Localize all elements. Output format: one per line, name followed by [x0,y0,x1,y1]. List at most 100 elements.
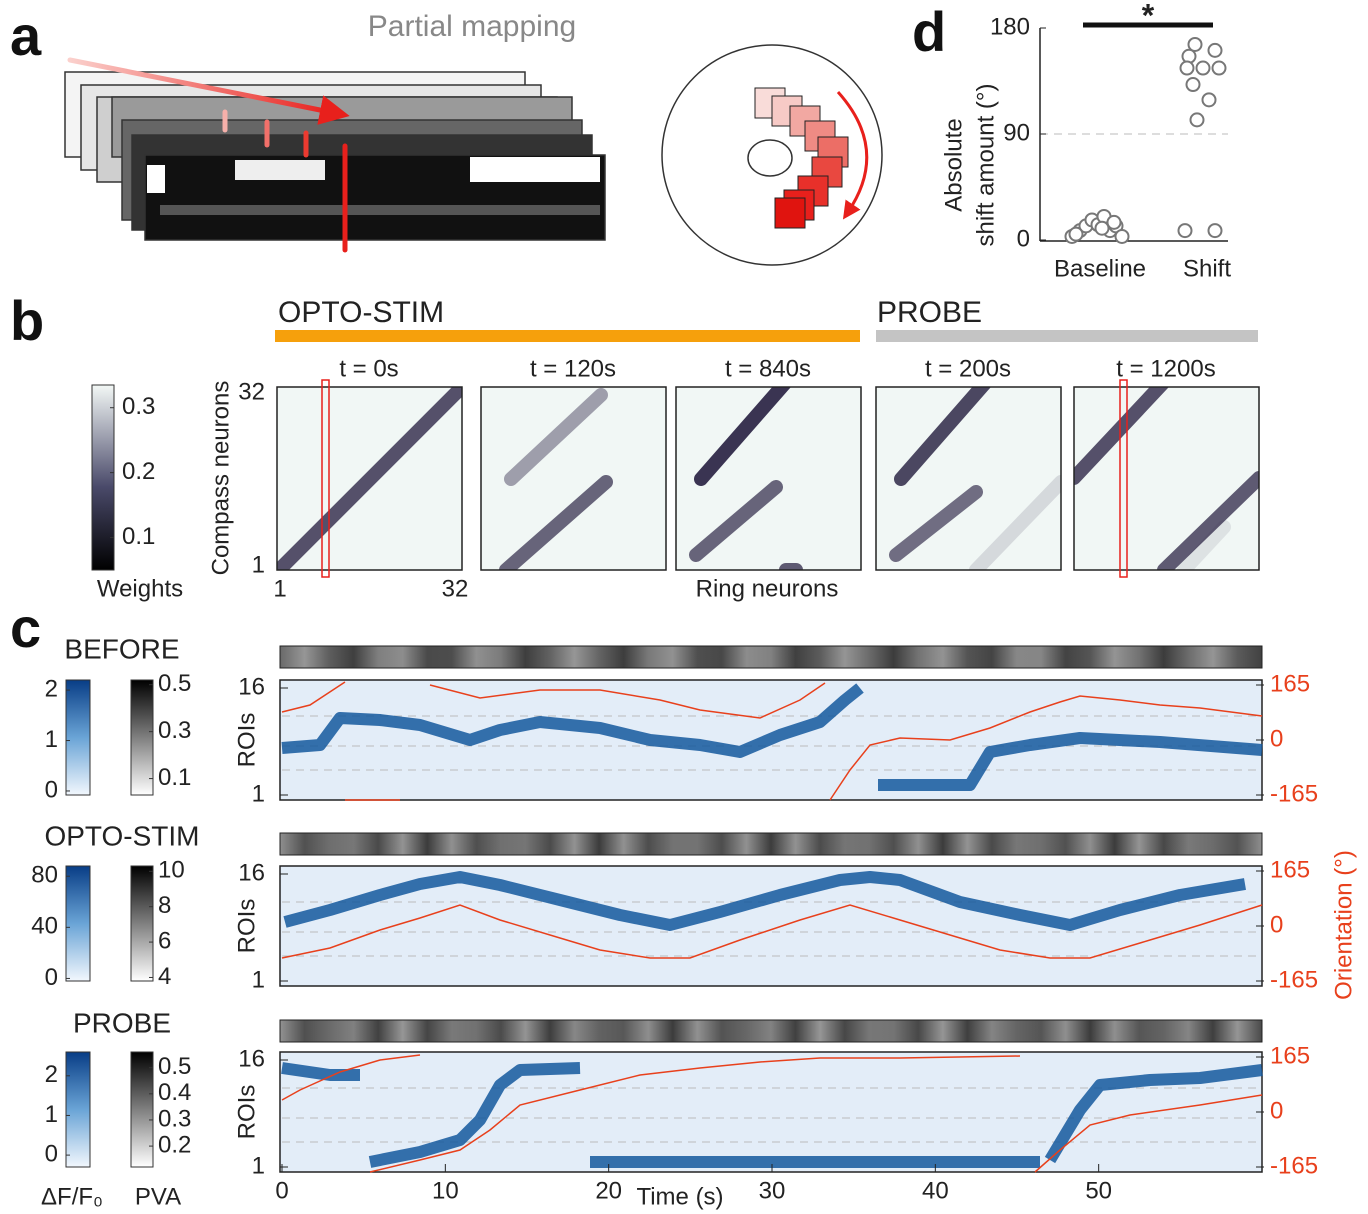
pva-colorbar [130,1051,154,1168]
panel-time-label: t = 120s [530,355,616,382]
data-point [1201,92,1217,108]
colorbar-tick-label: 0.1 [158,764,191,791]
colorbar-tick-label: 0.5 [158,670,191,697]
weight-band [504,388,608,486]
heatmap-frame [675,386,862,571]
panel-title: Partial mapping [368,10,576,43]
activity-bump [283,871,1247,931]
colorbar-tick-label: 1 [45,1101,58,1128]
colorbar-tick-label: 4 [158,963,171,990]
activity-bump [1044,1064,1263,1164]
weight-band [277,387,462,570]
opto-label: OPTO-STIM [278,296,444,329]
weight-band [689,480,783,562]
y-axis-label: Compass neurons [207,381,234,576]
y2-tick-label: 165 [1270,670,1310,697]
weight-heatmap [481,387,666,570]
colorbar-tick-label: 0 [45,776,58,803]
y-axis-label: ROIs [233,899,260,954]
x-tick-label: 40 [922,1177,949,1204]
orientation-trace [429,682,826,719]
colorbar [91,384,115,571]
activity-bump [368,1062,581,1168]
colorbar-tick-label: 0.3 [122,393,155,420]
panel-letter: d [912,0,946,63]
colorbar-tick-label: 80 [31,862,58,889]
heatmap-frame [875,386,1062,571]
pva-strip [279,1019,1263,1043]
y-tick-label: 16 [238,859,265,886]
y-axis-label: ROIs [233,1085,260,1140]
x-tick-label: Shift [1183,255,1231,282]
x-tick-label: 10 [432,1177,459,1204]
x-tick-label: 0 [275,1177,288,1204]
row-name: PROBE [73,1007,171,1038]
data-point [1114,228,1130,244]
dff-colorbar [65,865,91,982]
red-markers [67,57,350,253]
dff-colorbar [65,1051,91,1168]
y2-tick-label: -165 [1270,780,1318,807]
y2-tick-label: 165 [1270,856,1310,883]
orientation-trace [281,904,1263,959]
colorbar-tick-label: 0.2 [158,1131,191,1158]
data-point [1195,60,1211,76]
colorbar-label: ΔF/F₀ [41,1183,103,1210]
y-axis-label: shift amount (°) [972,84,999,247]
y2-tick-label: -165 [1270,966,1318,993]
significance-star: * [1142,0,1155,33]
row-name: OPTO-STIM [44,820,199,851]
colorbar-tick-label: 0.4 [158,1079,191,1106]
y-tick-label: 0 [1017,225,1030,252]
x-axis-label: Ring neurons [696,575,839,602]
data-point [1179,60,1195,76]
colorbar-tick-label: 2 [45,675,58,702]
activity-bump [878,732,1263,791]
roi-heatmap [279,865,1263,987]
roi-heatmap [279,1051,1263,1173]
panel-letter: b [10,289,44,352]
probe-label: PROBE [877,296,982,329]
x-tick-label: 20 [595,1177,622,1204]
activity-bump [281,1062,360,1081]
weight-band [894,387,991,486]
colorbar-tick-label: 10 [158,857,185,884]
orientation-trace [1034,1094,1263,1173]
probe-bar [876,330,1258,342]
pva-colorbar [130,679,154,796]
panel-time-label: t = 840s [725,355,811,382]
heatmap-frame [276,386,463,571]
y-axis-label: Absolute [940,118,967,211]
colorbar-tick-label: 0.3 [158,717,191,744]
x-tick-label: 32 [442,575,469,602]
data-point [1189,112,1205,128]
heatmap-frame [1073,386,1260,571]
panel-time-label: t = 1200s [1116,355,1215,382]
orientation-trace [829,695,1263,801]
dff-colorbar [65,679,91,796]
colorbar-tick-label: 0.5 [158,1053,191,1080]
data-point [1211,60,1227,76]
frame-stack [64,71,606,241]
y-tick-label: 16 [238,1045,265,1072]
colorbar-tick-label: 40 [31,913,58,940]
orientation-trace [369,1055,1021,1173]
data-point [1207,223,1223,239]
ring-diagram [661,44,883,266]
data-point [1207,42,1223,58]
x-tick-label: 1 [273,575,286,602]
x-tick-label: 30 [759,1177,786,1204]
y-tick-label: 1 [252,1152,265,1179]
y-tick-label: 1 [252,780,265,807]
weight-band [889,485,983,562]
data-point [1187,36,1203,52]
y-tick-label: 90 [1003,119,1030,146]
heatmap-bg [481,387,666,570]
y-axis-label: ROIs [233,713,260,768]
y2-axis-label: Orientation (°) [1330,850,1357,1000]
weight-heatmap [1074,387,1259,570]
y2-tick-label: 165 [1270,1042,1310,1069]
panel-letter: c [10,596,41,659]
weight-band [1177,520,1231,570]
